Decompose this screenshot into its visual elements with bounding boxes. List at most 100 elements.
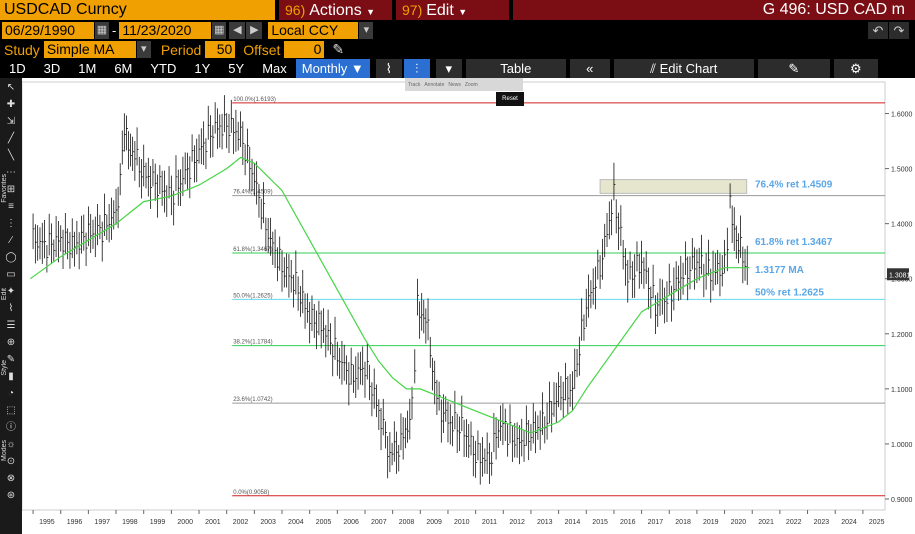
- tool-icon-14[interactable]: ⌇: [8, 303, 14, 314]
- ticker-field[interactable]: USDCAD Curncy: [0, 0, 275, 20]
- start-date-input[interactable]: 06/29/1990: [2, 21, 94, 39]
- calendar-icon[interactable]: ▦: [212, 21, 227, 39]
- dropdown-icon[interactable]: ▾: [359, 21, 374, 39]
- tool-icon-23[interactable]: ⊙: [6, 456, 16, 467]
- y-tick-label: 1.4000: [891, 222, 913, 229]
- tool-icon-12[interactable]: ▭: [6, 269, 16, 280]
- study-select[interactable]: Simple MA: [43, 41, 136, 58]
- x-tick-label: 1997: [94, 519, 110, 526]
- left-toolbar: ↖ ✚ ⇲ ╱ ╲ ⋯ ⊞ ≡ ⋮ ∕ ◯ ▭ ✦ ⌇ ☰ ⊕ ✎ ▮ ◔ ⬚ ⓘ ☼ ⊙ ⊗ ⊛ Favorites Edit…: [0, 78, 22, 534]
- range-1y[interactable]: 1Y: [194, 61, 211, 76]
- fib-level-label: 61.8%(1.3467): [233, 247, 272, 253]
- chart-area[interactable]: 1.60001.50001.40001.30001.20001.10001.00…: [22, 78, 915, 534]
- edit-label: Edit: [426, 2, 454, 19]
- x-tick-label: 2001: [205, 519, 221, 526]
- undo-icon[interactable]: ↶: [868, 21, 888, 39]
- tool-icon-13[interactable]: ✦: [6, 286, 16, 297]
- popup-zoom[interactable]: Zoom: [464, 81, 478, 88]
- tool-icon-20[interactable]: ⬚: [6, 405, 16, 416]
- x-tick-label: 1998: [122, 519, 138, 526]
- range-1d[interactable]: 1D: [9, 61, 26, 76]
- end-date-input[interactable]: 11/23/2020: [119, 21, 212, 39]
- table-button[interactable]: Table: [465, 59, 566, 78]
- tool-icon-24[interactable]: ⊗: [6, 473, 16, 484]
- reset-button[interactable]: Reset: [496, 92, 524, 106]
- settings-gear-icon[interactable]: ⚙: [833, 59, 878, 78]
- tool-icon-19[interactable]: ◔: [7, 388, 15, 399]
- tool-icon-17[interactable]: ✎: [6, 354, 16, 365]
- range-6m[interactable]: 6M: [114, 61, 133, 76]
- tool-icon-6[interactable]: ⋯: [6, 167, 16, 178]
- range-1m[interactable]: 1M: [78, 61, 97, 76]
- x-tick-label: 2024: [841, 519, 857, 526]
- tool-icon-18[interactable]: ▮: [8, 371, 14, 382]
- x-tick-label: 2012: [509, 519, 525, 526]
- tool-icon-15[interactable]: ☰: [6, 320, 16, 331]
- tool-icon-25[interactable]: ⊛: [6, 490, 16, 501]
- tool-icon-1[interactable]: ↖: [6, 82, 16, 93]
- x-tick-label: 2005: [316, 519, 332, 526]
- x-tick-label: 2007: [371, 519, 387, 526]
- tool-icon-5[interactable]: ╲: [7, 150, 15, 161]
- frequency-select[interactable]: Monthly ▼: [295, 59, 370, 78]
- x-tick-label: 2009: [426, 519, 442, 526]
- range-buttons: 1D 3D 1M 6M YTD 1Y 5Y Max: [0, 59, 296, 78]
- tool-icon-4[interactable]: ╱: [7, 133, 15, 144]
- popup-items: Track Annotate News Zoom: [405, 82, 478, 88]
- tool-icon-9[interactable]: ⋮: [6, 218, 16, 229]
- tool-icon-3[interactable]: ⇲: [6, 116, 16, 127]
- date-bar: 06/29/1990 ▦ - 11/23/2020 ▦ ◀ ▶ Local CC…: [0, 20, 915, 40]
- actions-button[interactable]: 96) Actions ▼: [279, 0, 392, 20]
- tool-icon-8[interactable]: ≡: [8, 201, 14, 212]
- x-tick-label: 2010: [454, 519, 470, 526]
- redo-icon[interactable]: ↷: [889, 21, 909, 39]
- pencil-icon[interactable]: ✎: [332, 41, 345, 57]
- range-3d[interactable]: 3D: [43, 61, 61, 76]
- x-tick-label: 2018: [675, 519, 691, 526]
- x-tick-label: 2000: [177, 519, 193, 526]
- range-5y[interactable]: 5Y: [228, 61, 245, 76]
- x-tick-label: 2013: [537, 519, 553, 526]
- edit-button[interactable]: 97) Edit ▼: [396, 0, 509, 20]
- last-price-label: 1.3081: [889, 272, 911, 279]
- prev-arrow-icon[interactable]: ◀: [229, 21, 246, 39]
- annotate-icon[interactable]: ✎: [757, 59, 830, 78]
- next-arrow-icon[interactable]: ▶: [246, 21, 263, 39]
- tool-icon-16[interactable]: ⊕: [6, 337, 16, 348]
- tool-icon-2[interactable]: ✚: [6, 99, 16, 110]
- x-tick-label: 2019: [703, 519, 719, 526]
- popup-news[interactable]: News: [448, 81, 461, 88]
- range-ytd[interactable]: YTD: [150, 61, 177, 76]
- tool-icon-22[interactable]: ☼: [6, 439, 16, 450]
- offset-input[interactable]: 0: [284, 41, 325, 58]
- y-tick-label: 1.6000: [891, 112, 913, 119]
- currency-select[interactable]: Local CCY: [268, 21, 359, 39]
- study-bar: Study Simple MA ▾ Period 50 Offset 0 ✎: [0, 40, 915, 59]
- popup-track[interactable]: Track: [408, 81, 421, 88]
- favorites-label: Favorites: [1, 174, 8, 203]
- collapse-icon[interactable]: «: [569, 59, 610, 78]
- title-bar: USDCAD Curncy 96) Actions ▼ 97) Edit ▼ G 4…: [0, 0, 915, 20]
- chart-type-dropdown-icon[interactable]: ▾: [435, 59, 462, 78]
- line-chart-icon[interactable]: ⌇: [375, 59, 402, 78]
- tool-icon-21[interactable]: ⓘ: [6, 422, 16, 433]
- fib-level-label: 76.4%(1.4509): [233, 190, 272, 196]
- edit-num: 97): [402, 2, 423, 18]
- edit-tools-label: Edit: [1, 288, 8, 301]
- y-tick-label: 1.5000: [891, 167, 913, 174]
- last-price-tag-bg: [887, 268, 909, 281]
- edit-chart-button[interactable]: ⫽ Edit Chart: [613, 59, 754, 78]
- tool-icon-7[interactable]: ⊞: [6, 184, 16, 195]
- x-tick-label: 2017: [648, 519, 664, 526]
- dropdown-icon[interactable]: ▾: [136, 41, 151, 58]
- range-max[interactable]: Max: [262, 61, 287, 76]
- annotation-label: 76.4% ret 1.4509: [755, 180, 833, 191]
- period-input[interactable]: 50: [205, 41, 236, 58]
- popup-annotate[interactable]: Annotate: [424, 81, 445, 88]
- tool-icons: ↖ ✚ ⇲ ╱ ╲ ⋯ ⊞ ≡ ⋮ ∕ ◯ ▭ ✦ ⌇ ☰ ⊕ ✎ ▮ ◔ ⬚ ⓘ ☼ ⊙ ⊗ ⊛: [0, 81, 22, 503]
- tool-icon-10[interactable]: ∕: [10, 235, 12, 246]
- calendar-icon[interactable]: ▦: [95, 21, 109, 39]
- caret-down-icon: ▼: [458, 7, 468, 17]
- bar-chart-icon[interactable]: ⫶: [403, 59, 430, 78]
- tool-icon-11[interactable]: ◯: [5, 252, 17, 263]
